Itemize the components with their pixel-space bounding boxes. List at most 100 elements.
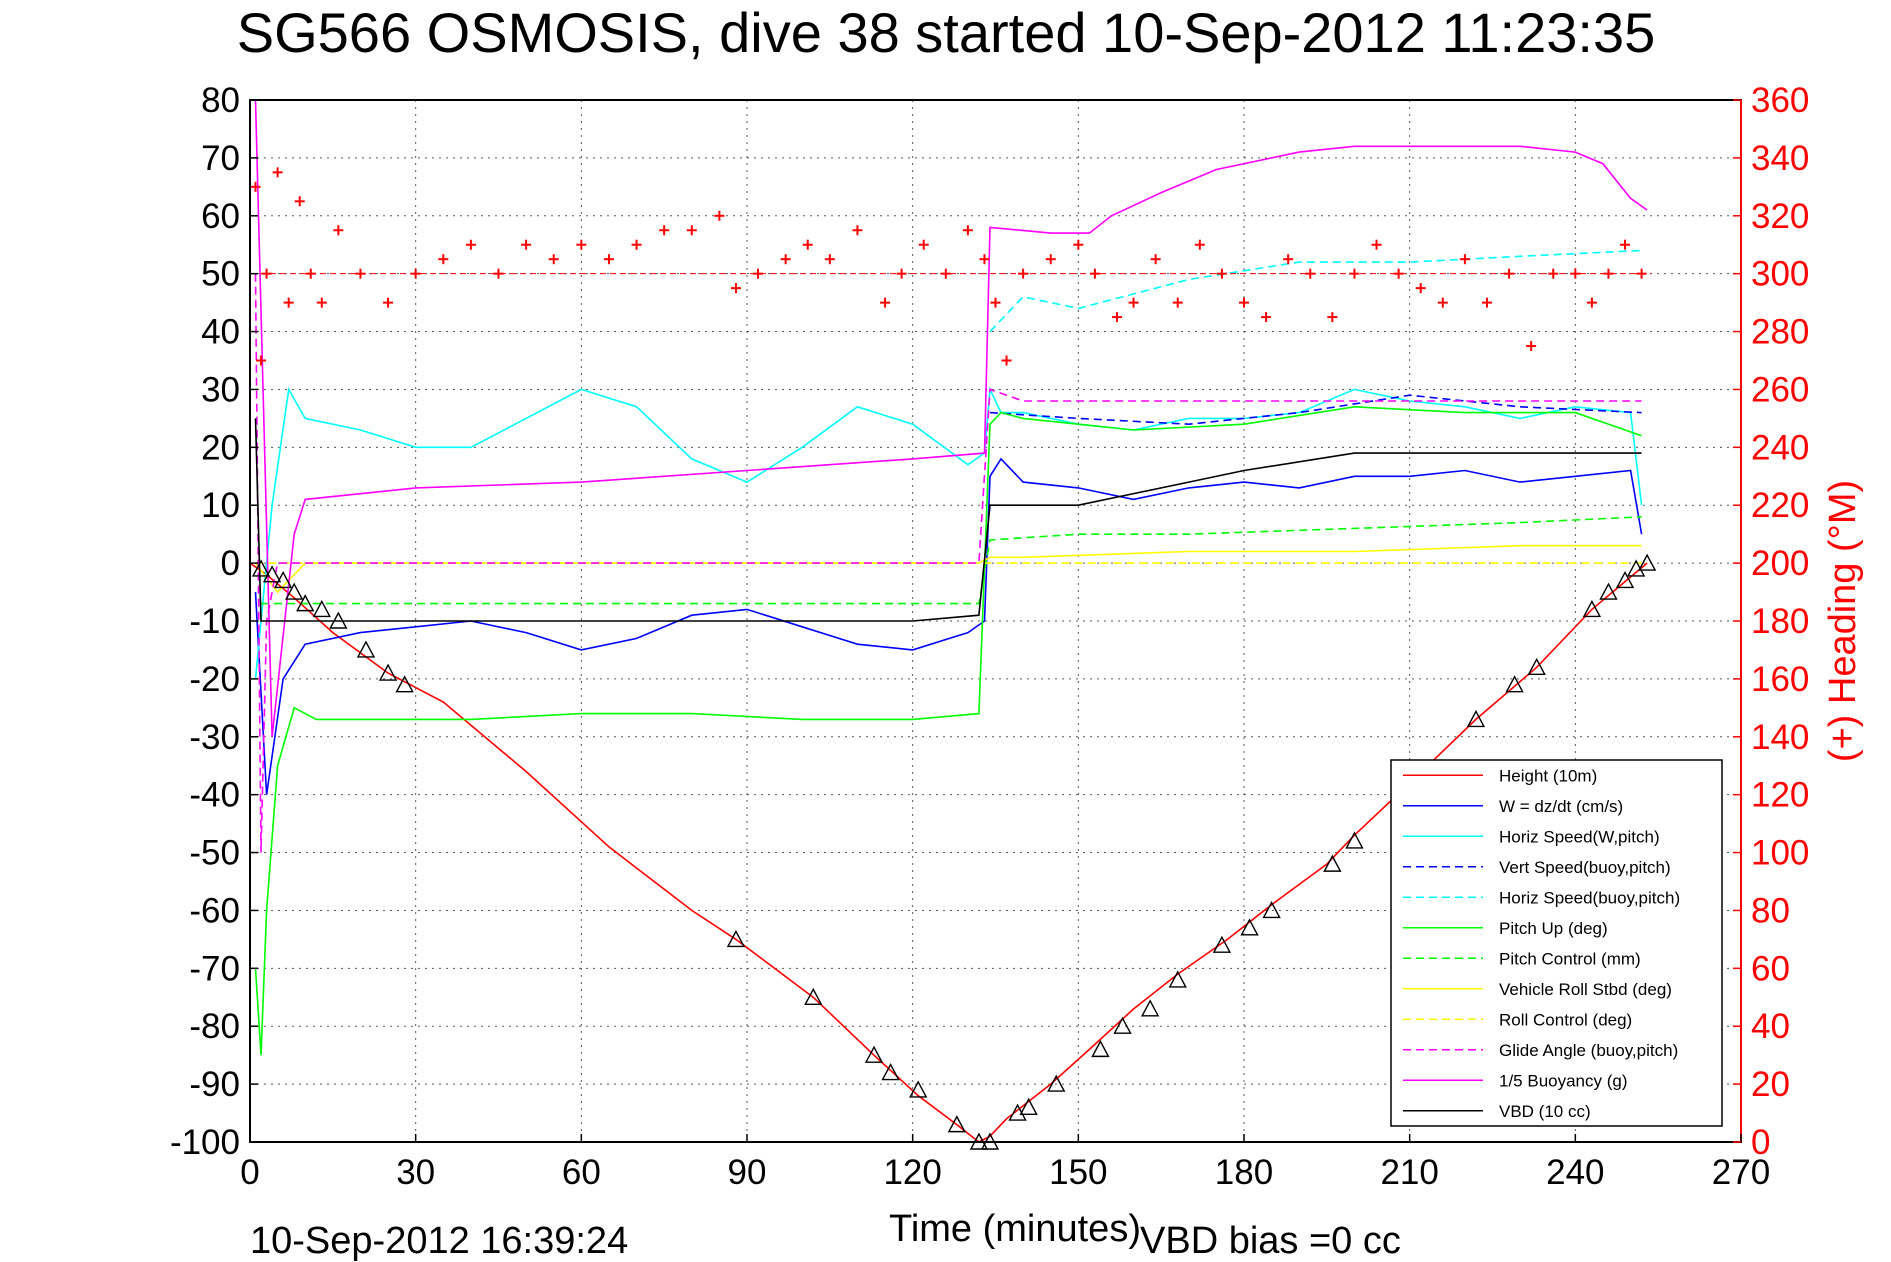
heading-point: [1349, 268, 1360, 279]
heading-point: [410, 268, 421, 279]
height-marker: [1582, 599, 1602, 618]
right-tick-label: 160: [1751, 660, 1809, 699]
y-tick-label: 40: [201, 313, 240, 352]
legend-entry: Vehicle Roll Stbd (deg): [1499, 980, 1672, 999]
heading-point: [1371, 239, 1382, 250]
height-marker: [1323, 854, 1342, 872]
heading-point: [730, 283, 741, 294]
heading-point: [1172, 297, 1183, 308]
right-tick-label: 60: [1751, 949, 1790, 988]
height-marker: [1466, 709, 1486, 728]
heading-point: [283, 297, 294, 308]
right-axis-label: (+) Heading (°M): [1822, 480, 1864, 762]
heading-point: [521, 239, 532, 250]
legend-entry: Height (10m): [1499, 766, 1597, 785]
heading-point: [1216, 268, 1227, 279]
heading-point: [438, 254, 449, 265]
height-marker: [1212, 935, 1232, 953]
y-tick-label: 30: [201, 370, 240, 409]
right-tick-label: 120: [1751, 776, 1809, 815]
heading-point: [824, 254, 835, 265]
heading-point: [659, 225, 670, 236]
height-markers: [251, 553, 1657, 1150]
height-marker: [1091, 1039, 1110, 1058]
y-tick-label: 50: [201, 255, 240, 294]
x-tick-label: 90: [728, 1153, 767, 1192]
legend-entry: Vert Speed(buoy,pitch): [1499, 858, 1671, 877]
heading-point: [1620, 239, 1631, 250]
heading-point: [1504, 268, 1515, 279]
heading-point: [1603, 268, 1614, 279]
heading-point: [1089, 268, 1100, 279]
y-tick-label: -80: [189, 1007, 240, 1046]
height-marker: [1345, 831, 1364, 849]
heading-point: [780, 254, 791, 265]
axis-ticks: 0 30 60 90 120 150 180 210 240 270 80 70 60 50 40 30 20 1…: [170, 81, 1809, 1192]
series-line: [254, 386, 1643, 679]
legend-entry: VBD (10 cc): [1499, 1102, 1591, 1121]
height-marker: [285, 582, 304, 600]
series-line: [254, 457, 1643, 795]
y-tick-label: 20: [201, 428, 240, 467]
height-marker: [1527, 657, 1546, 676]
right-tick-label: 240: [1751, 428, 1809, 467]
right-tick-label: 200: [1751, 544, 1809, 583]
height-marker: [881, 1063, 900, 1081]
height-marker: [1262, 900, 1281, 919]
right-tick-label: 360: [1751, 81, 1809, 120]
legend-entry: Roll Control (deg): [1499, 1010, 1632, 1029]
heading-point: [576, 239, 587, 250]
legend-entry: W = dz/dt (cm/s): [1499, 797, 1623, 816]
legend-entry: Pitch Control (mm): [1499, 949, 1641, 968]
x-tick-label: 150: [1049, 1153, 1107, 1192]
series-line: [254, 418, 1642, 622]
heading-point: [1239, 297, 1249, 308]
heading-point: [1526, 341, 1537, 352]
heading-point: [714, 210, 725, 221]
heading-point: [918, 239, 929, 250]
heading-point: [256, 355, 267, 366]
heading-point: [305, 268, 316, 279]
y-tick-label: 60: [201, 197, 240, 236]
y-tick-label: -20: [189, 660, 240, 699]
right-tick-label: 220: [1751, 486, 1809, 525]
height-marker: [251, 559, 271, 577]
legend-entry: Horiz Speed(W,pitch): [1499, 827, 1660, 846]
heading-point: [333, 225, 344, 236]
right-tick-label: 20: [1751, 1065, 1790, 1104]
height-marker: [909, 1080, 928, 1098]
heading-point: [1393, 268, 1404, 279]
heading-point: [686, 225, 697, 236]
x-tick-label: 210: [1380, 1153, 1438, 1192]
heading-series: [250, 167, 1652, 366]
heading-point: [852, 225, 863, 236]
y-tick-label: -60: [189, 891, 240, 930]
legend-entry: Pitch Up (deg): [1499, 919, 1608, 938]
series-line: [989, 249, 1642, 333]
y-tick-label: -10: [189, 602, 240, 641]
height-marker: [395, 675, 414, 693]
x-tick-label: 0: [240, 1153, 259, 1192]
right-tick-label: 280: [1751, 313, 1809, 352]
legend-box: [1390, 759, 1723, 1127]
chart-title: SG566 OSMOSIS, dive 38 started 10-Sep-20…: [237, 1, 1655, 64]
height-marker: [1047, 1074, 1066, 1092]
heading-point: [802, 239, 813, 250]
heading-point: [1570, 268, 1581, 279]
y-tick-label: 0: [221, 544, 240, 583]
heading-point: [1283, 254, 1294, 265]
heading-point: [1305, 268, 1316, 279]
legend-entry: Glide Angle (buoy,pitch): [1499, 1041, 1678, 1060]
heading-point: [1586, 297, 1597, 308]
height-marker: [378, 663, 398, 681]
x-tick-label: 180: [1215, 1153, 1273, 1192]
heading-point: [383, 297, 394, 308]
heading-point: [753, 268, 764, 279]
timestamp-label: 10-Sep-2012 16:39:24: [250, 1220, 628, 1262]
heading-point: [940, 268, 951, 279]
right-tick-label: 140: [1751, 718, 1809, 757]
height-marker: [1019, 1097, 1038, 1115]
heading-point: [1001, 355, 1012, 366]
heading-point: [1111, 312, 1122, 323]
